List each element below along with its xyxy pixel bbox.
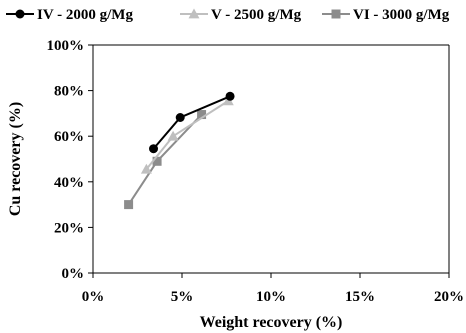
y-tick-label: 100% bbox=[47, 38, 85, 54]
y-tick-label: 20% bbox=[54, 220, 84, 236]
y-tick-label: 40% bbox=[54, 175, 84, 191]
x-tick-label: 10% bbox=[256, 289, 286, 305]
legend-item: IV - 2000 g/Mg bbox=[6, 7, 133, 23]
legend-marker bbox=[331, 9, 341, 19]
data-point bbox=[124, 200, 134, 210]
legend-marker bbox=[15, 9, 25, 19]
x-axis-title: Weight recovery (%) bbox=[200, 314, 343, 331]
axis-ticks: 0% 20% 40% 60% 80% 100% 0% 5% 10% 15% 20% bbox=[47, 38, 465, 305]
plot-area bbox=[92, 44, 450, 274]
legend-item: V - 2500 g/Mg bbox=[180, 7, 302, 23]
y-tick-label: 80% bbox=[54, 84, 84, 100]
y-tick-label: 60% bbox=[54, 129, 84, 145]
x-tick-label: 15% bbox=[345, 289, 375, 305]
y-axis-title: Cu recovery (%) bbox=[7, 102, 24, 216]
legend-label: V - 2500 g/Mg bbox=[211, 7, 302, 23]
data-point bbox=[225, 91, 235, 101]
data-point bbox=[197, 110, 207, 120]
data-point bbox=[149, 144, 159, 154]
legend-marker bbox=[188, 8, 200, 19]
series-line bbox=[152, 95, 231, 150]
legend: IV - 2000 g/Mg V - 2500 g/Mg VI - 3000 g/M… bbox=[6, 7, 450, 23]
data-point bbox=[175, 113, 185, 123]
x-tick-label: 0% bbox=[82, 289, 105, 305]
series-3 bbox=[124, 110, 207, 210]
data-point bbox=[167, 130, 179, 141]
legend-label: VI - 3000 g/Mg bbox=[353, 7, 450, 23]
legend-item: VI - 3000 g/Mg bbox=[322, 7, 450, 23]
y-tick-label: 0% bbox=[62, 266, 85, 282]
series-line bbox=[127, 113, 203, 206]
x-tick-label: 20% bbox=[434, 289, 464, 305]
series-layer bbox=[124, 91, 235, 210]
x-tick-label: 5% bbox=[171, 289, 194, 305]
series-1 bbox=[149, 91, 235, 154]
data-point bbox=[140, 163, 152, 174]
data-point bbox=[152, 156, 162, 166]
legend-label: IV - 2000 g/Mg bbox=[37, 7, 133, 23]
